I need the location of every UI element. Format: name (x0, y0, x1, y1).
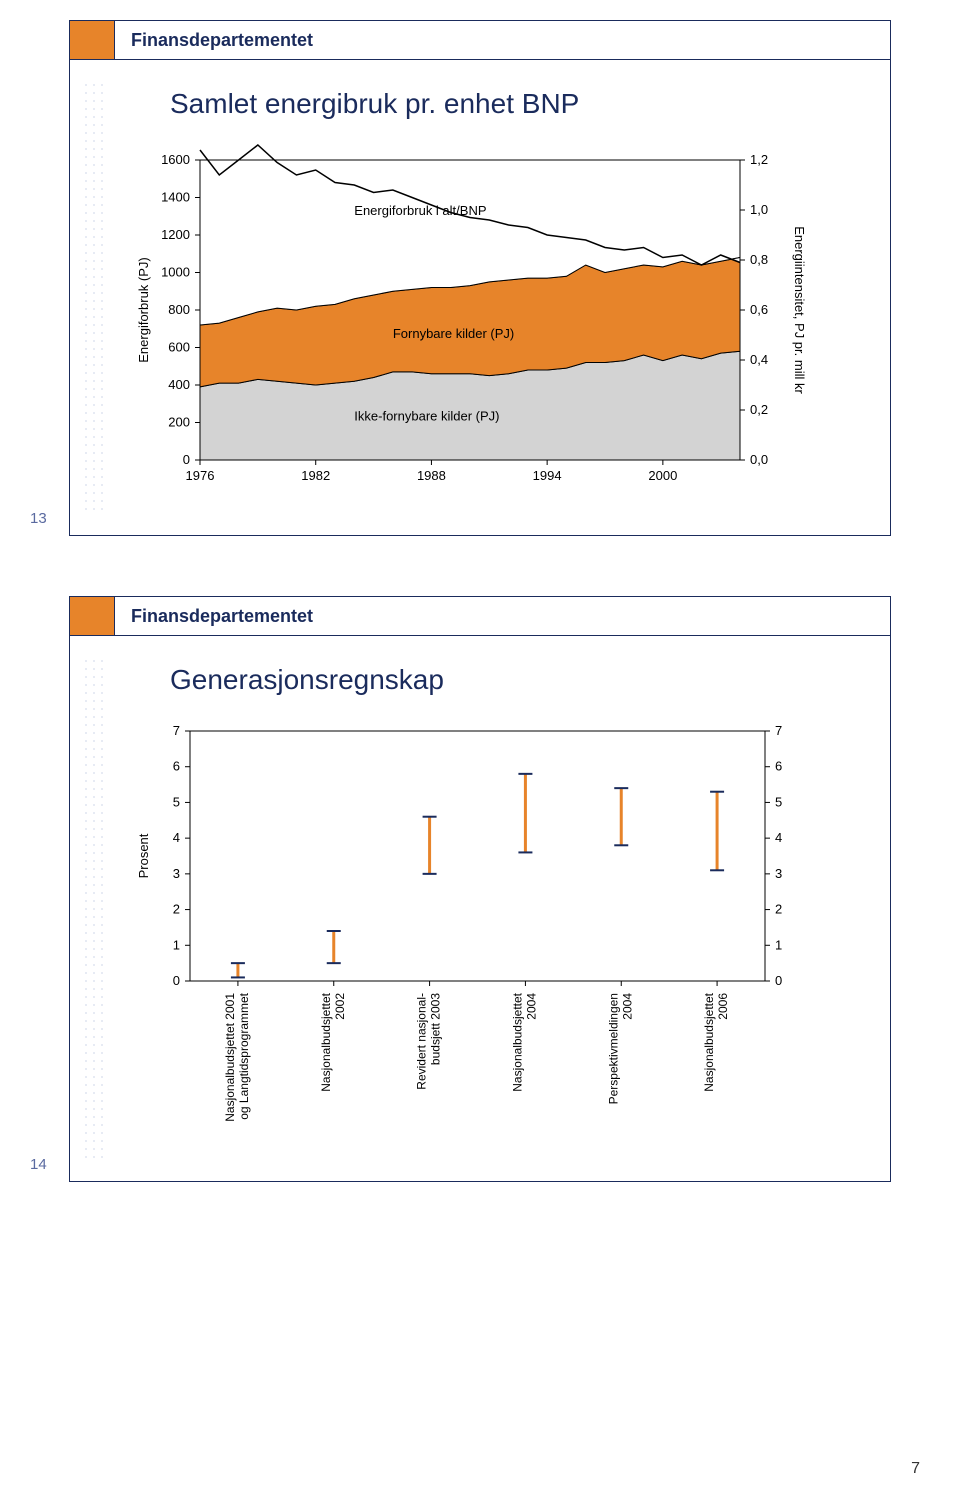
svg-text:3: 3 (173, 866, 180, 881)
slide-index: 14 (30, 1156, 47, 1173)
svg-text:Nasjonalbudsjettet 2001: Nasjonalbudsjettet 2001 (223, 993, 237, 1122)
slide-generation: 1 4 Finansdepartementet Generasjonsregnsk… (69, 596, 891, 1182)
slide-header: Finansdepartementet (70, 21, 890, 60)
svg-text:400: 400 (168, 377, 190, 392)
svg-text:1,0: 1,0 (750, 202, 768, 217)
chart-container: 0 0 1 1 2 2 3 3 4 4 5 5 6 6 7 7 Prosent Nasjonalbudsjette… (70, 706, 890, 1181)
svg-text:1988: 1988 (417, 468, 446, 483)
svg-text:Energiforbruk i alt/BNP: Energiforbruk i alt/BNP (354, 203, 486, 218)
svg-text:0,6: 0,6 (750, 302, 768, 317)
generation-chart: 0 0 1 1 2 2 3 3 4 4 5 5 6 6 7 7 Prosent Nasjonalbudsjette… (130, 716, 810, 1146)
svg-text:7: 7 (173, 723, 180, 738)
svg-text:0,4: 0,4 (750, 352, 768, 367)
svg-text:5: 5 (173, 794, 180, 809)
side-dots (82, 81, 104, 515)
svg-text:Revidert nasjonal-: Revidert nasjonal- (415, 993, 429, 1090)
page-number: 7 (911, 1460, 920, 1478)
svg-text:200: 200 (168, 415, 190, 430)
svg-text:1: 1 (775, 937, 782, 952)
svg-text:6: 6 (173, 759, 180, 774)
svg-text:0: 0 (775, 973, 782, 988)
svg-text:0,2: 0,2 (750, 402, 768, 417)
department-label: Finansdepartementet (115, 606, 313, 627)
svg-text:800: 800 (168, 302, 190, 317)
svg-text:2: 2 (775, 902, 782, 917)
svg-text:Prosent: Prosent (136, 833, 151, 878)
svg-text:2000: 2000 (648, 468, 677, 483)
accent-square (70, 21, 115, 59)
svg-text:Perspektivmeldingen: Perspektivmeldingen (606, 993, 620, 1104)
svg-text:1,2: 1,2 (750, 152, 768, 167)
accent-square (70, 597, 115, 635)
slide-index: 13 (30, 510, 47, 527)
svg-text:1: 1 (173, 937, 180, 952)
svg-text:1400: 1400 (161, 190, 190, 205)
svg-text:2006: 2006 (716, 993, 730, 1020)
chart-container: 0 200 400 600 800 1000 1200 1400 1600 0,0 0,2 0,4 0,… (70, 130, 890, 535)
svg-text:1976: 1976 (186, 468, 215, 483)
svg-text:Energiintensitet, PJ pr. mill: Energiintensitet, PJ pr. mill kr (792, 226, 807, 394)
svg-text:budsjett 2003: budsjett 2003 (429, 993, 443, 1065)
svg-text:3: 3 (775, 866, 782, 881)
svg-text:Nasjonalbudsjettet: Nasjonalbudsjettet (510, 992, 524, 1091)
svg-text:2004: 2004 (620, 993, 634, 1020)
svg-text:0,8: 0,8 (750, 252, 768, 267)
svg-text:4: 4 (775, 830, 782, 845)
svg-text:600: 600 (168, 340, 190, 355)
svg-text:0,0: 0,0 (750, 452, 768, 467)
svg-text:Fornybare kilder (PJ): Fornybare kilder (PJ) (393, 326, 514, 341)
svg-text:6: 6 (775, 759, 782, 774)
slide-header: Finansdepartementet (70, 597, 890, 636)
svg-text:Nasjonalbudsjettet: Nasjonalbudsjettet (319, 992, 333, 1091)
svg-text:Energiforbruk (PJ): Energiforbruk (PJ) (136, 257, 151, 362)
svg-text:1982: 1982 (301, 468, 330, 483)
svg-text:1200: 1200 (161, 227, 190, 242)
svg-text:1994: 1994 (533, 468, 562, 483)
svg-text:2002: 2002 (333, 993, 347, 1020)
svg-text:og Langtidsprogrammet: og Langtidsprogrammet (237, 992, 251, 1119)
slide-title: Samlet energibruk pr. enhet BNP (170, 88, 890, 120)
svg-text:Ikke-fornybare kilder (PJ): Ikke-fornybare kilder (PJ) (354, 409, 499, 424)
svg-text:Nasjonalbudsjettet: Nasjonalbudsjettet (702, 992, 716, 1091)
energy-chart: 0 200 400 600 800 1000 1200 1400 1600 0,0 0,2 0,4 0,… (130, 140, 810, 500)
svg-text:1600: 1600 (161, 152, 190, 167)
svg-text:2004: 2004 (524, 993, 538, 1020)
department-label: Finansdepartementet (115, 30, 313, 51)
side-dots (82, 657, 104, 1161)
svg-text:1000: 1000 (161, 265, 190, 280)
slide-title: Generasjonsregnskap (170, 664, 890, 696)
slide-energy: 13 Finansdepartementet Samlet energibruk… (69, 20, 891, 536)
svg-text:0: 0 (183, 452, 190, 467)
svg-text:0: 0 (173, 973, 180, 988)
svg-text:7: 7 (775, 723, 782, 738)
svg-text:2: 2 (173, 902, 180, 917)
svg-text:4: 4 (173, 830, 180, 845)
svg-text:5: 5 (775, 794, 782, 809)
